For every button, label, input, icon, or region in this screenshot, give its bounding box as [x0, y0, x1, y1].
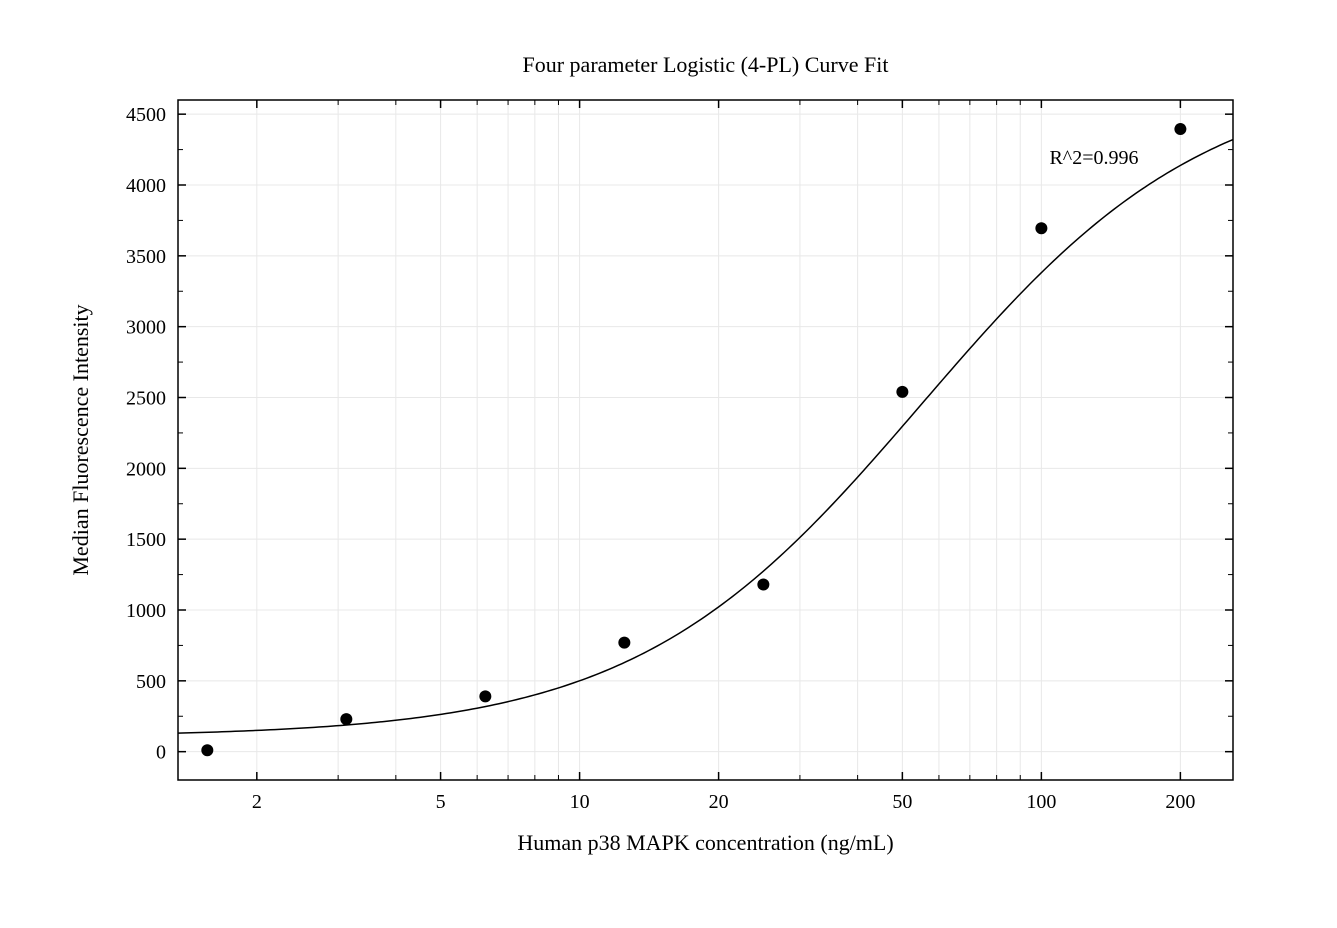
x-tick-label: 2	[252, 791, 262, 813]
y-tick-label: 2000	[126, 458, 166, 480]
y-tick-label: 0	[156, 742, 166, 764]
x-tick-label: 200	[1165, 791, 1195, 813]
r-squared-annotation: R^2=0.996	[1049, 147, 1138, 169]
y-tick-label: 500	[136, 671, 166, 693]
y-tick-label: 1500	[126, 529, 166, 551]
data-point	[201, 744, 213, 756]
chart-title: Four parameter Logistic (4-PL) Curve Fit	[523, 52, 889, 77]
y-tick-label: 3500	[126, 246, 166, 268]
chart-bg	[0, 0, 1337, 928]
y-tick-label: 2500	[126, 388, 166, 410]
y-tick-label: 4500	[126, 104, 166, 126]
x-tick-label: 5	[436, 791, 446, 813]
chart-svg: 2510205010020005001000150020002500300035…	[0, 0, 1337, 928]
x-tick-label: 10	[570, 791, 590, 813]
x-tick-label: 100	[1026, 791, 1056, 813]
chart-container: 2510205010020005001000150020002500300035…	[0, 0, 1337, 928]
x-axis-label: Human p38 MAPK concentration (ng/mL)	[517, 830, 893, 855]
data-point	[618, 637, 630, 649]
y-axis-label: Median Fluorescence Intensity	[68, 304, 93, 575]
data-point	[1035, 222, 1047, 234]
x-tick-label: 50	[892, 791, 912, 813]
data-point	[896, 386, 908, 398]
y-tick-label: 1000	[126, 600, 166, 622]
y-tick-label: 3000	[126, 317, 166, 339]
data-point	[1174, 123, 1186, 135]
data-point	[757, 579, 769, 591]
y-tick-label: 4000	[126, 175, 166, 197]
x-tick-label: 20	[709, 791, 729, 813]
data-point	[340, 713, 352, 725]
data-point	[479, 690, 491, 702]
